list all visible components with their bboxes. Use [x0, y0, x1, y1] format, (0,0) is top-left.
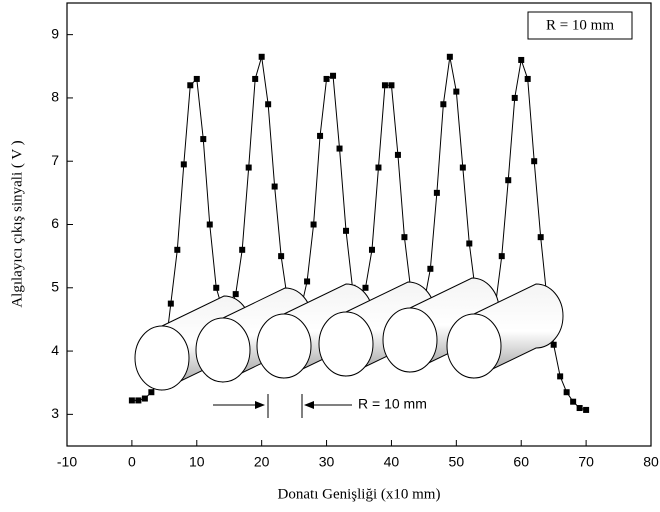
marker: [258, 53, 265, 60]
marker: [557, 373, 564, 380]
marker: [245, 164, 252, 171]
x-axis-title: Donatı Genişliği (x10 mm): [278, 486, 441, 502]
x-tick-label: 40: [384, 454, 400, 470]
marker: [401, 234, 408, 241]
marker: [453, 88, 460, 95]
x-tick-label: 80: [643, 454, 659, 470]
x-tick-label: 50: [449, 454, 465, 470]
marker: [466, 240, 473, 247]
cylinder-face: [134, 325, 190, 391]
marker: [187, 82, 194, 89]
marker: [239, 246, 246, 253]
x-tick-label: 10: [189, 454, 205, 470]
marker: [381, 82, 388, 89]
marker: [265, 101, 272, 108]
marker: [368, 246, 375, 253]
cylinder-face: [195, 317, 251, 383]
marker: [304, 278, 311, 285]
marker: [524, 75, 531, 82]
marker: [323, 75, 330, 82]
y-tick-label: 7: [51, 152, 59, 168]
x-tick-label: 0: [128, 454, 136, 470]
cylinder-face: [446, 313, 502, 379]
marker: [128, 397, 135, 404]
marker: [271, 183, 278, 190]
plot-area: -10 0 10 20 30 40 50 60 70 80 3 4 5 6 7 8 9: [51, 25, 659, 469]
marker: [433, 189, 440, 196]
x-tick-label: 60: [513, 454, 529, 470]
marker: [317, 132, 324, 139]
marker: [336, 145, 343, 152]
marker: [583, 406, 590, 413]
x-tick-label: 70: [578, 454, 594, 470]
marker: [330, 72, 337, 79]
marker: [180, 161, 187, 168]
y-tick-label: 9: [51, 25, 59, 41]
cylinder-face: [318, 311, 374, 377]
marker: [174, 246, 181, 253]
marker: [427, 265, 434, 272]
marker: [388, 82, 395, 89]
marker: [193, 75, 200, 82]
marker: [576, 405, 583, 412]
marker: [206, 221, 213, 228]
marker: [141, 395, 148, 402]
cylinder-face: [382, 307, 438, 373]
marker: [446, 53, 453, 60]
y-tick-label: 3: [51, 405, 59, 421]
y-tick-label: 4: [51, 342, 59, 358]
marker: [362, 284, 369, 291]
marker: [278, 253, 285, 260]
marker: [200, 136, 207, 143]
marker: [570, 398, 577, 405]
x-tick-label: 20: [254, 454, 270, 470]
marker: [563, 389, 570, 396]
marker: [232, 291, 239, 298]
marker: [440, 101, 447, 108]
cylinder-illustration: [134, 277, 564, 391]
box-label: R = 10 mm: [546, 17, 614, 33]
marker: [505, 177, 512, 184]
marker: [252, 75, 259, 82]
marker: [537, 234, 544, 241]
marker: [394, 151, 401, 158]
marker: [310, 221, 317, 228]
marker: [498, 253, 505, 260]
marker: [531, 158, 538, 165]
y-tick-label: 8: [51, 89, 59, 105]
marker: [550, 341, 557, 348]
cylinder-face: [256, 313, 312, 379]
marker: [343, 227, 350, 234]
x-tick-label: 30: [319, 454, 335, 470]
marker: [135, 397, 142, 404]
marker: [511, 94, 518, 101]
marker: [167, 300, 174, 307]
y-tick-label: 6: [51, 215, 59, 231]
x-tick-label: -10: [57, 454, 77, 470]
marker: [518, 56, 525, 63]
y-tick-label: 5: [51, 278, 59, 294]
marker: [459, 164, 466, 171]
marker: [375, 164, 382, 171]
annotation: R = 10 mm: [358, 396, 427, 412]
marker: [148, 389, 155, 396]
label-box: [527, 11, 633, 40]
y-axis-title: Algılayıcı çıkış sinyali ( V ): [9, 140, 25, 307]
plot-frame: [66, 2, 652, 447]
marker: [213, 284, 220, 291]
